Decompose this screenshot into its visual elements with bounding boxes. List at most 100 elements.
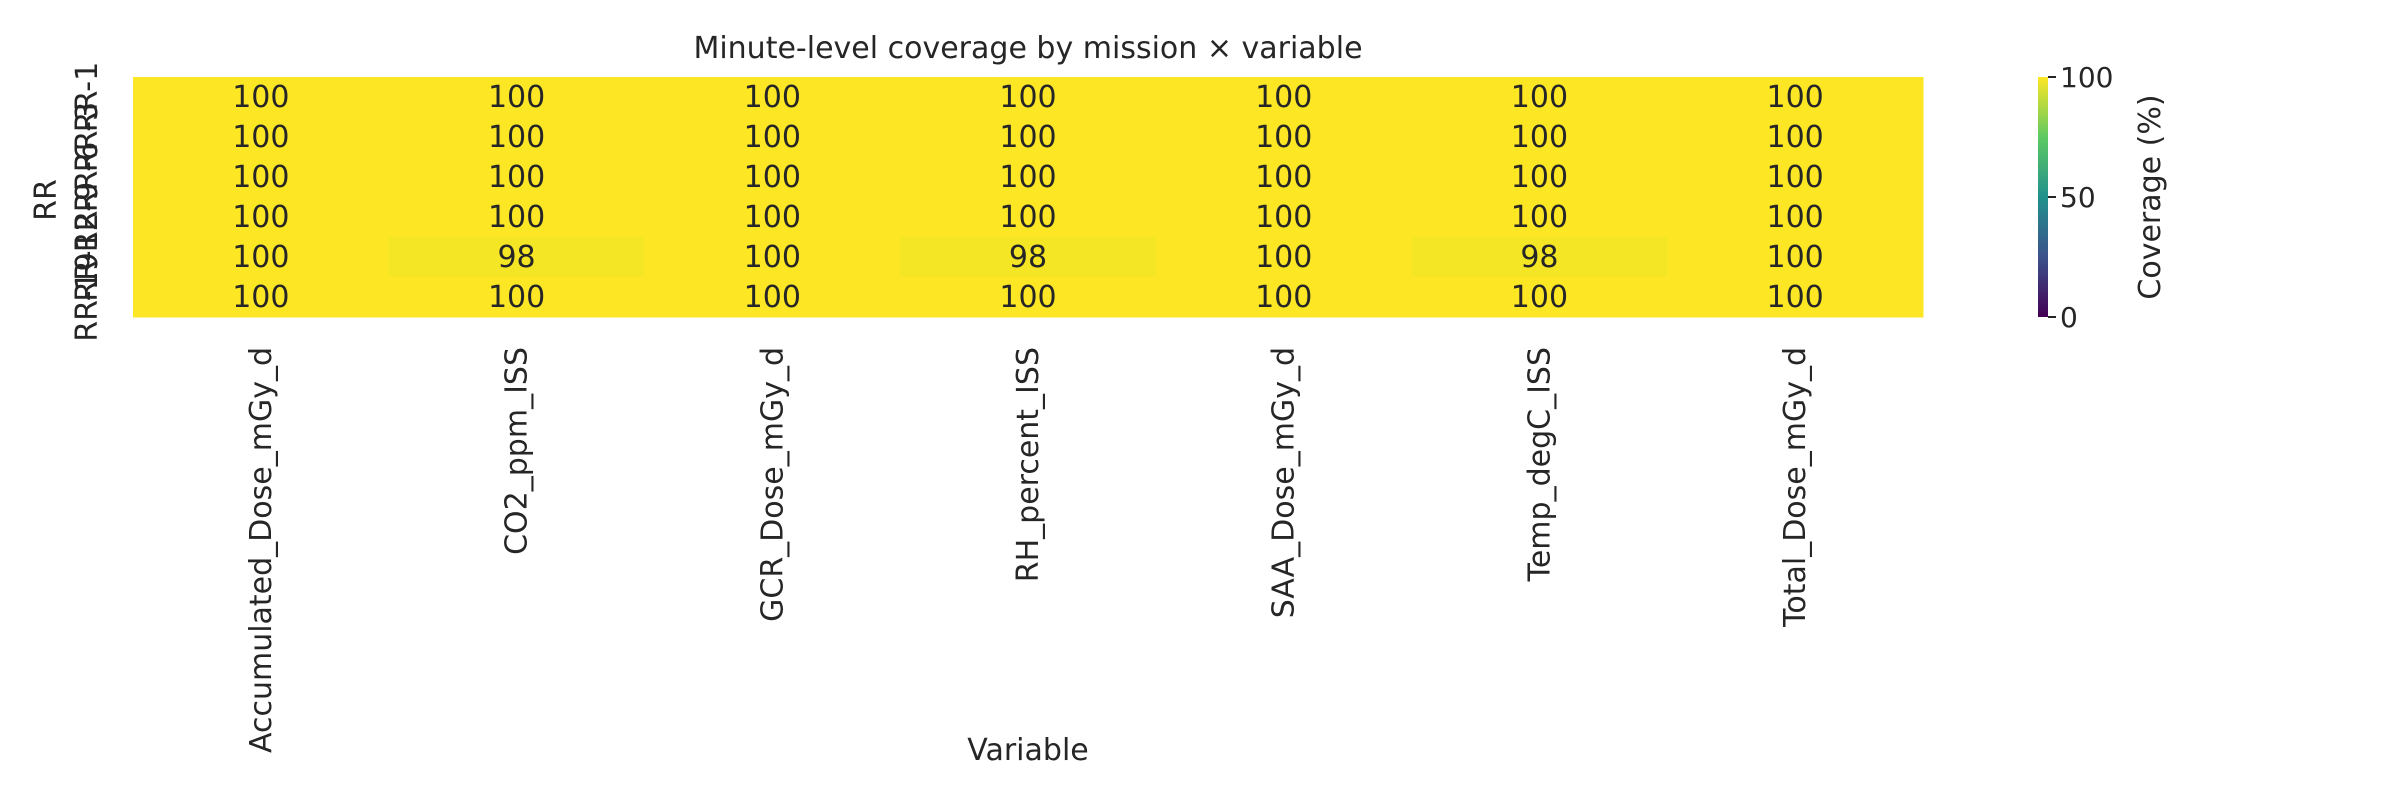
cell-value-label: 100: [744, 120, 801, 155]
colorbar-tick-label: 0: [2060, 301, 2078, 334]
cell-value-label: 100: [232, 200, 289, 235]
heatmap-cell: [1411, 197, 1668, 238]
cell-value-label: 100: [232, 240, 289, 275]
heatmap-cell: [1667, 157, 1924, 198]
heatmap-cell: [133, 117, 390, 158]
cell-value-label: 100: [1255, 200, 1312, 235]
heatmap-cell: [900, 237, 1157, 278]
cell-value-label: 100: [1255, 80, 1312, 115]
cell-value-label: 100: [999, 280, 1056, 315]
heatmap-cell: [388, 117, 645, 158]
heatmap-cell: [1411, 117, 1668, 158]
cell-value-label: 100: [232, 120, 289, 155]
cell-value-label: 100: [1255, 120, 1312, 155]
x-tick-label: CO2_ppm_ISS: [500, 347, 535, 555]
x-tick-label: SAA_Dose_mGy_d: [1267, 347, 1302, 618]
heatmap-cell: [1155, 157, 1413, 198]
cell-value-label: 100: [999, 200, 1056, 235]
cell-value-label: 100: [1511, 160, 1568, 195]
heatmap-cell: [644, 117, 901, 158]
y-tick-label: RR-9: [70, 182, 105, 252]
heatmap-cell: [388, 277, 645, 318]
heatmap-cell: [900, 117, 1157, 158]
cell-value-label: 98: [1520, 240, 1558, 275]
cell-value-label: 98: [497, 240, 535, 275]
heatmap-cell: [644, 157, 901, 198]
cell-value-label: 98: [1009, 240, 1047, 275]
heatmap-cell: [644, 237, 901, 278]
heatmap-cell: [388, 197, 645, 238]
cell-value-label: 100: [488, 200, 545, 235]
y-tick-label: RR-12: [70, 212, 105, 301]
x-tick-label: RH_percent_ISS: [1011, 347, 1046, 582]
x-tick-label: Total_Dose_mGy_d: [1778, 347, 1813, 628]
cell-value-label: 100: [1255, 160, 1312, 195]
x-tick-label: GCR_Dose_mGy_d: [755, 347, 790, 622]
heatmap-cell: [133, 277, 390, 318]
heatmap-cell-labels: 100 100 100 100 100 100 100 100 100 100 100 100 100 1…: [232, 80, 1824, 315]
x-tick-label: Accumulated_Dose_mGy_d: [244, 347, 279, 753]
heatmap-cell: [1411, 157, 1668, 198]
heatmap-cells: [133, 77, 1924, 318]
heatmap-cell: [133, 77, 390, 118]
colorbar-ticks: 0 50 100: [2048, 61, 2113, 334]
cell-value-label: 100: [1767, 240, 1824, 275]
cell-value-label: 100: [744, 80, 801, 115]
cell-value-label: 100: [1255, 240, 1312, 275]
cell-value-label: 100: [1511, 80, 1568, 115]
heatmap-cell: [1667, 277, 1924, 318]
cell-value-label: 100: [1767, 120, 1824, 155]
cell-value-label: 100: [999, 160, 1056, 195]
y-tick-label: RR-6: [70, 142, 105, 212]
heatmap-cell: [1411, 277, 1668, 318]
y-tick-label: RR-1: [70, 62, 105, 132]
cell-value-label: 100: [1511, 120, 1568, 155]
chart-title: Minute-level coverage by mission × varia…: [693, 31, 1362, 66]
heatmap-cell: [1155, 77, 1413, 118]
heatmap-cell: [1411, 77, 1668, 118]
cell-value-label: 100: [488, 280, 545, 315]
heatmap-cell: [1667, 117, 1924, 158]
heatmap-cell: [388, 157, 645, 198]
x-tick-label: Temp_degC_ISS: [1522, 347, 1557, 582]
y-tick-label: RR-19: [70, 252, 105, 341]
cell-value-label: 100: [1511, 200, 1568, 235]
colorbar-label: Coverage (%): [2133, 94, 2168, 299]
colorbar-tick-label: 50: [2060, 181, 2096, 214]
heatmap-cell: [133, 157, 390, 198]
cell-value-label: 100: [1511, 280, 1568, 315]
heatmap-cell: [900, 197, 1157, 238]
cell-value-label: 100: [488, 120, 545, 155]
cell-value-label: 100: [232, 280, 289, 315]
heatmap-cell: [133, 197, 390, 238]
cell-value-label: 100: [744, 200, 801, 235]
colorbar-tick-label: 100: [2060, 61, 2113, 94]
cell-value-label: 100: [999, 120, 1056, 155]
x-tick-labels: Accumulated_Dose_mGy_d CO2_ppm_ISS GCR_Dos…: [244, 347, 1813, 753]
heatmap-cell: [1155, 197, 1413, 238]
cell-value-label: 100: [744, 160, 801, 195]
cell-value-label: 100: [1255, 280, 1312, 315]
y-tick-label: RR-3: [70, 102, 105, 172]
x-axis-label: Variable: [967, 733, 1088, 768]
heatmap-cell: [388, 237, 645, 278]
y-axis-label: RR: [29, 179, 64, 221]
heatmap-cell: [1155, 237, 1413, 278]
heatmap-cell: [1155, 277, 1413, 318]
cell-value-label: 100: [744, 280, 801, 315]
cell-value-label: 100: [232, 80, 289, 115]
cell-value-label: 100: [488, 160, 545, 195]
heatmap-cell: [644, 77, 901, 118]
cell-value-label: 100: [1767, 80, 1824, 115]
cell-value-label: 100: [488, 80, 545, 115]
cell-value-label: 100: [232, 160, 289, 195]
heatmap-cell: [1411, 237, 1668, 278]
cell-value-label: 100: [1767, 200, 1824, 235]
heatmap-cell: [644, 197, 901, 238]
heatmap-cell: [900, 157, 1157, 198]
heatmap-cell: [1667, 237, 1924, 278]
colorbar: [2038, 77, 2048, 317]
cell-value-label: 100: [744, 240, 801, 275]
